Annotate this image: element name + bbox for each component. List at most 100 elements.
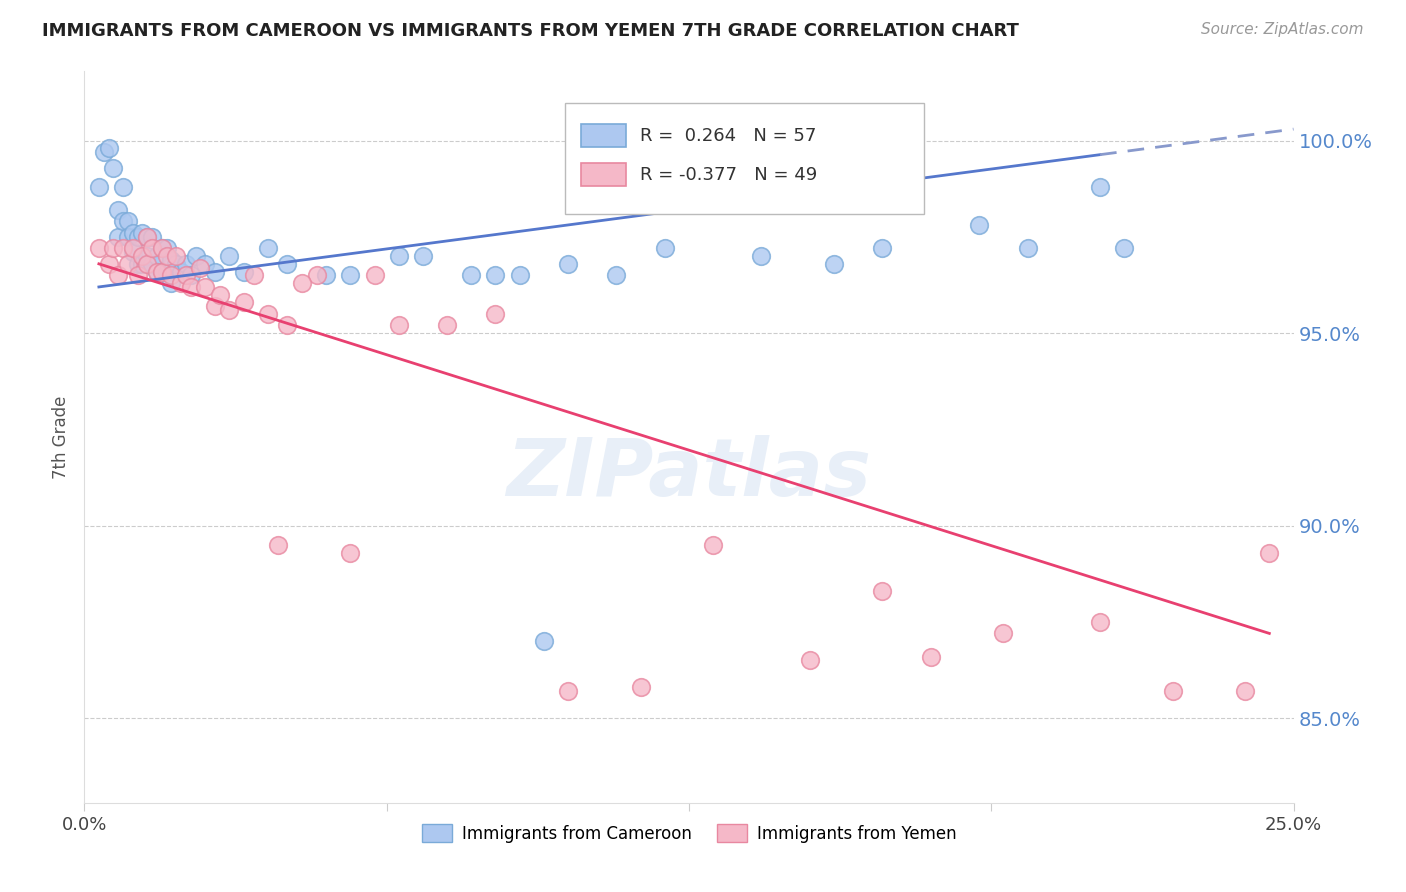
Point — [208, 287, 231, 301]
Point — [146, 264, 169, 278]
Point — [180, 280, 202, 294]
Point — [174, 268, 197, 283]
Point — [170, 264, 193, 278]
Point — [141, 257, 163, 271]
Point — [146, 249, 169, 263]
Point — [557, 684, 579, 698]
Point — [194, 257, 217, 271]
Point — [654, 242, 676, 256]
Point — [180, 268, 202, 283]
Point — [233, 295, 256, 310]
Point — [136, 249, 159, 263]
Point — [174, 257, 197, 271]
Point — [1088, 615, 1111, 629]
Point — [257, 242, 280, 256]
Point — [160, 252, 183, 267]
Point — [127, 230, 149, 244]
Point — [194, 280, 217, 294]
Point — [388, 249, 411, 263]
Point — [702, 538, 724, 552]
Point — [160, 276, 183, 290]
Point — [460, 268, 482, 283]
Text: R =  0.264   N = 57: R = 0.264 N = 57 — [640, 127, 815, 145]
Point — [276, 257, 298, 271]
Point — [233, 264, 256, 278]
Point — [920, 649, 942, 664]
Point — [276, 318, 298, 333]
Point — [967, 219, 990, 233]
Point — [165, 257, 187, 271]
Text: Source: ZipAtlas.com: Source: ZipAtlas.com — [1201, 22, 1364, 37]
Text: R = -0.377   N = 49: R = -0.377 N = 49 — [640, 166, 817, 184]
Point — [97, 257, 120, 271]
Point — [1088, 179, 1111, 194]
Point — [605, 268, 627, 283]
Point — [117, 214, 139, 228]
Point — [160, 268, 183, 283]
Point — [823, 257, 845, 271]
Point — [170, 276, 193, 290]
Point — [184, 249, 207, 263]
Point — [1234, 684, 1257, 698]
Point — [117, 257, 139, 271]
Point — [117, 230, 139, 244]
Point — [1161, 684, 1184, 698]
Point — [112, 242, 135, 256]
Point — [799, 653, 821, 667]
Point — [165, 249, 187, 263]
Point — [1114, 242, 1136, 256]
Point — [484, 268, 506, 283]
Point — [872, 584, 894, 599]
Point — [150, 264, 173, 278]
Point — [509, 268, 531, 283]
Point — [218, 303, 240, 318]
Point — [218, 249, 240, 263]
Point — [412, 249, 434, 263]
Point — [257, 307, 280, 321]
Point — [291, 276, 314, 290]
Point — [305, 268, 328, 283]
Point — [315, 268, 337, 283]
Point — [146, 264, 169, 278]
Legend: Immigrants from Cameroon, Immigrants from Yemen: Immigrants from Cameroon, Immigrants fro… — [415, 818, 963, 849]
Point — [155, 264, 177, 278]
Point — [1258, 545, 1281, 559]
Point — [339, 545, 361, 559]
Point — [121, 245, 143, 260]
Point — [204, 299, 226, 313]
Point — [204, 264, 226, 278]
Point — [136, 257, 159, 271]
Point — [363, 268, 385, 283]
Point — [557, 257, 579, 271]
Point — [150, 242, 173, 256]
Text: IMMIGRANTS FROM CAMEROON VS IMMIGRANTS FROM YEMEN 7TH GRADE CORRELATION CHART: IMMIGRANTS FROM CAMEROON VS IMMIGRANTS F… — [42, 22, 1019, 40]
Text: ZIPatlas: ZIPatlas — [506, 434, 872, 513]
Point — [190, 260, 212, 275]
Point — [339, 268, 361, 283]
Point — [150, 264, 173, 278]
Point — [136, 230, 159, 244]
Point — [136, 230, 159, 244]
Point — [87, 179, 110, 194]
Point — [97, 141, 120, 155]
Point — [112, 214, 135, 228]
Point — [131, 257, 153, 271]
Point — [242, 268, 264, 283]
Point — [630, 681, 652, 695]
Point — [1017, 242, 1039, 256]
Point — [751, 249, 773, 263]
Point — [103, 161, 125, 175]
Point — [93, 145, 115, 160]
Point — [267, 538, 290, 552]
Point — [107, 202, 129, 217]
Point — [484, 307, 506, 321]
Point — [107, 230, 129, 244]
Point — [141, 242, 163, 256]
Point — [107, 268, 129, 283]
Point — [155, 249, 177, 263]
Point — [127, 257, 149, 271]
Point — [872, 242, 894, 256]
Point — [121, 242, 143, 256]
Point — [127, 268, 149, 283]
Point — [131, 249, 153, 263]
